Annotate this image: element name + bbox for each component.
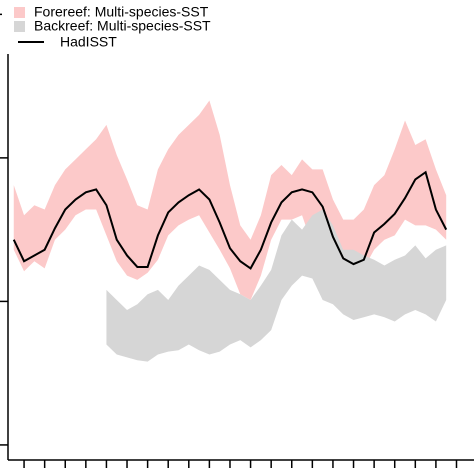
legend: Forereef: Multi-species-SST Backreef: Mu… bbox=[2, 0, 252, 54]
line bbox=[12, 170, 448, 270]
legend-label: Backreef: Multi-species-SST bbox=[34, 18, 211, 34]
legend-swatch bbox=[14, 7, 25, 18]
band-area bbox=[106, 209, 447, 362]
legend-label: HadISST bbox=[60, 34, 117, 50]
legend-label: Forereef: Multi-species-SST bbox=[34, 4, 209, 20]
legend-swatch bbox=[14, 21, 25, 32]
legend-box bbox=[2, 0, 252, 54]
